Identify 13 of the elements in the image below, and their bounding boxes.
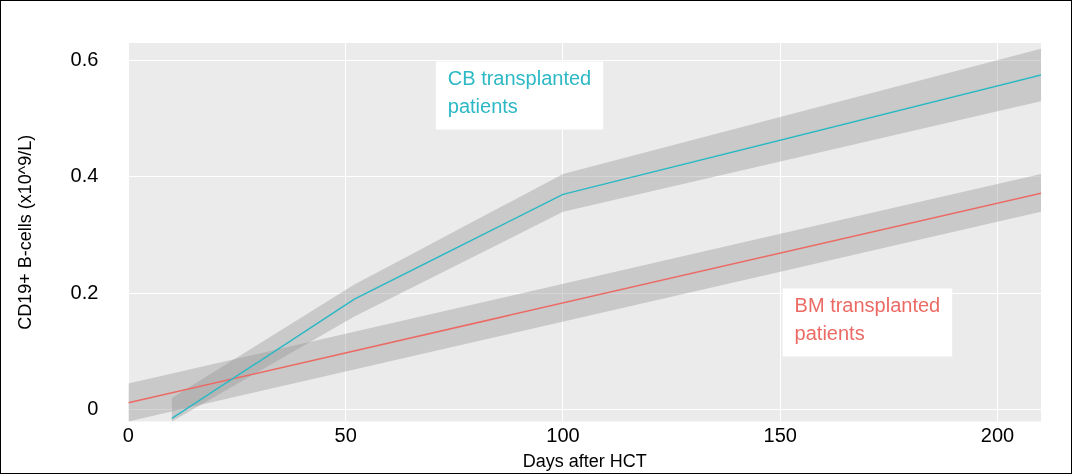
text: CB transplanted patients (447, 67, 592, 117)
x-axis-title: Days after HCT (522, 451, 647, 472)
y-tick-label: 0.6 (70, 47, 99, 70)
x-tick-label: 0 (122, 423, 134, 446)
x-tick-label: 200 (980, 423, 1015, 446)
y-tick-label: 0 (87, 397, 99, 420)
text: BM transplanted patients (794, 294, 941, 345)
y-tick-label: 0.4 (70, 164, 99, 187)
x-tick-label: 150 (763, 423, 797, 446)
x-tick-label: 50 (334, 423, 357, 446)
y-tick-label: 0.2 (70, 280, 99, 303)
x-tick-label: 100 (546, 423, 580, 446)
y-axis-title: CD19+ B-cells (x10^9/L) (14, 134, 35, 330)
